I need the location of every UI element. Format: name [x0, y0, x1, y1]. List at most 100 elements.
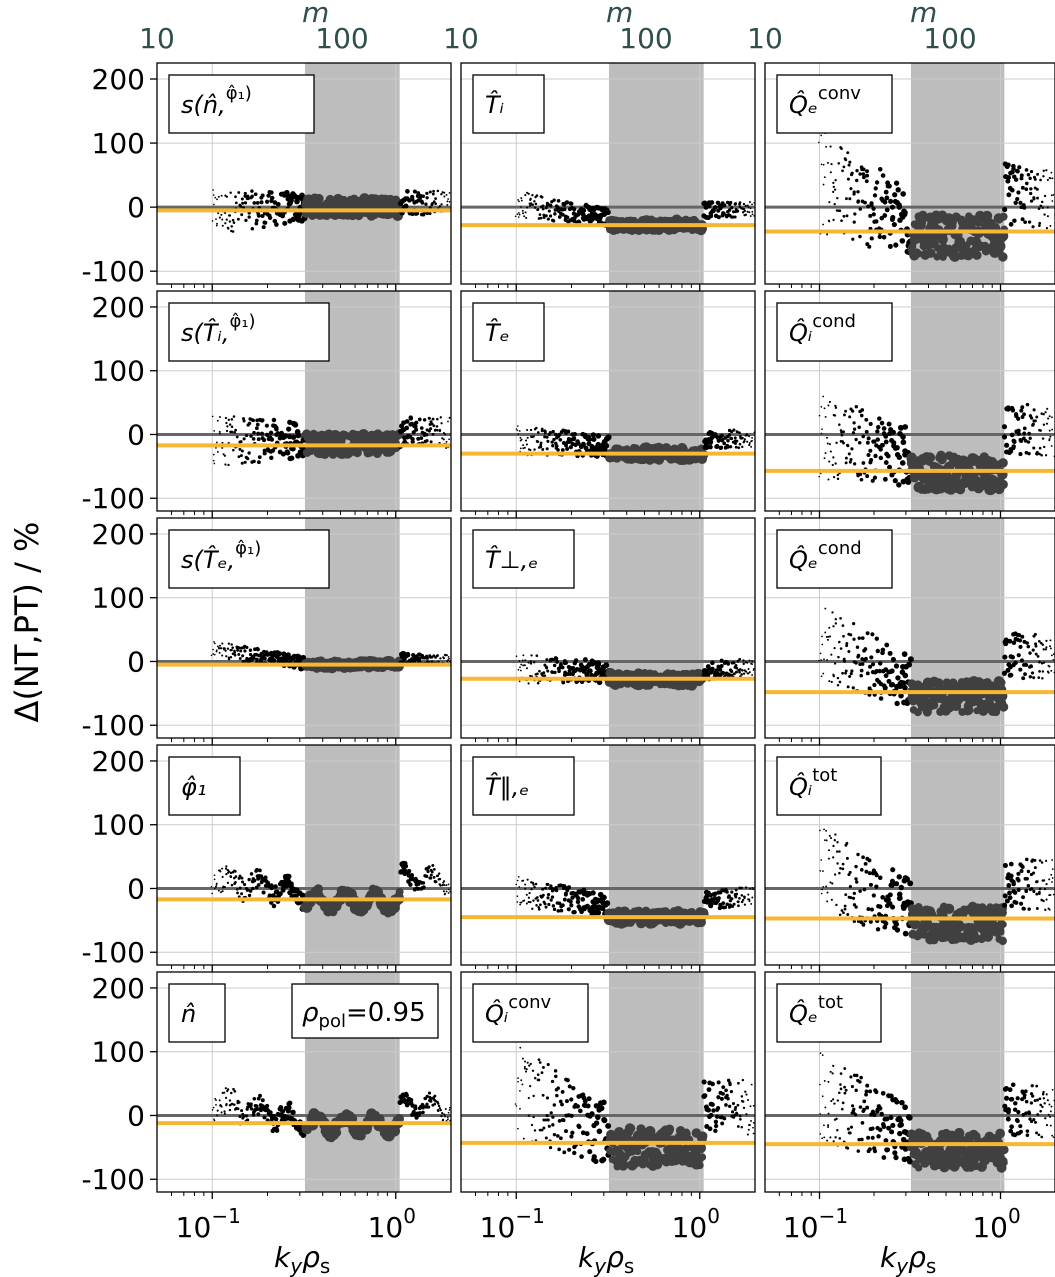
- data-point: [221, 654, 224, 657]
- data-point: [255, 868, 259, 872]
- data-point: [1019, 176, 1024, 181]
- data-point: [823, 658, 825, 661]
- data-point: [595, 909, 602, 916]
- data-point: [559, 908, 564, 913]
- data-point: [902, 672, 909, 679]
- data-point: [259, 200, 264, 205]
- data-point: [734, 888, 738, 892]
- data-point: [560, 665, 565, 670]
- data-point: [405, 651, 411, 657]
- data-point: [848, 415, 852, 419]
- data-point: [1002, 893, 1008, 899]
- data-point: [828, 460, 831, 463]
- data-point: [603, 662, 610, 669]
- data-point: [1039, 178, 1042, 182]
- label-box: [168, 529, 330, 589]
- data-point: [230, 430, 234, 434]
- data-point: [432, 200, 436, 204]
- panel-label: Q̂ₑcond: [776, 529, 893, 589]
- data-point: [741, 211, 745, 214]
- data-point: [251, 886, 255, 891]
- data-point: [751, 887, 754, 889]
- data-point: [821, 888, 824, 891]
- data-point: [866, 436, 871, 441]
- data-point: [889, 878, 896, 884]
- data-point: [252, 459, 256, 464]
- data-point: [872, 439, 877, 444]
- data-point: [1006, 883, 1012, 888]
- data-point: [712, 896, 718, 901]
- data-point: [530, 654, 533, 657]
- data-point: [274, 1128, 280, 1133]
- data-point: [552, 198, 556, 202]
- data-point: [1028, 675, 1033, 679]
- data-point: [890, 867, 896, 873]
- panel-frame: [764, 517, 1055, 739]
- data-point: [1049, 647, 1052, 650]
- data-point: [826, 442, 829, 445]
- data-point: [563, 660, 568, 665]
- panel-1-2: Q̂ᵢcond: [764, 290, 1055, 518]
- data-point: [746, 434, 749, 437]
- data-point: [828, 400, 831, 404]
- data-point: [891, 221, 897, 228]
- data-point: [533, 200, 536, 203]
- data-point: [239, 454, 243, 458]
- data-point: [907, 656, 914, 663]
- data-point: [890, 429, 896, 435]
- data-point: [949, 251, 961, 262]
- data-point: [1016, 887, 1021, 892]
- data-point: [704, 440, 710, 446]
- data-point: [260, 193, 265, 198]
- data-point: [751, 663, 754, 666]
- data-point: [231, 218, 235, 222]
- data-point: [850, 447, 854, 451]
- data-point: [1019, 658, 1024, 663]
- data-point: [840, 433, 844, 437]
- data-point: [1034, 652, 1038, 656]
- data-point: [1024, 168, 1029, 172]
- data-point: [429, 440, 433, 444]
- data-point: [225, 865, 228, 868]
- data-point: [1032, 446, 1036, 450]
- data-point: [735, 892, 739, 896]
- data-point: [751, 203, 753, 206]
- data-point: [709, 200, 715, 205]
- data-point: [1048, 878, 1051, 881]
- data-point: [926, 248, 936, 258]
- data-point: [233, 653, 237, 657]
- data-point: [221, 446, 224, 449]
- panel-frame: [460, 517, 756, 739]
- data-point: [892, 192, 898, 198]
- data-point: [435, 425, 439, 428]
- data-point: [834, 404, 837, 408]
- data-point: [586, 436, 593, 442]
- data-point: [223, 211, 227, 215]
- data-point: [526, 191, 529, 194]
- data-point: [889, 204, 896, 210]
- y-tick-label: 0: [127, 645, 145, 678]
- data-point: [430, 203, 434, 207]
- data-point: [560, 212, 565, 217]
- data-point: [269, 885, 274, 891]
- data-point: [260, 418, 264, 423]
- data-point: [431, 432, 435, 436]
- data-point: [866, 204, 871, 209]
- data-point: [434, 880, 438, 884]
- data-point: [1019, 173, 1024, 178]
- data-point: [1011, 163, 1016, 169]
- data-point: [286, 873, 292, 880]
- data-point: [833, 839, 836, 842]
- data-point: [1006, 175, 1012, 180]
- data-point: [230, 1091, 233, 1095]
- data-point: [448, 417, 451, 419]
- data-point: [439, 657, 442, 660]
- data-point: [1037, 639, 1041, 643]
- y-tick-label: 100: [92, 127, 145, 160]
- data-point: [998, 252, 1008, 262]
- data-point: [1004, 442, 1010, 448]
- data-point: [522, 447, 525, 450]
- data-point: [863, 200, 867, 205]
- data-point: [1015, 169, 1020, 174]
- data-point: [824, 415, 827, 418]
